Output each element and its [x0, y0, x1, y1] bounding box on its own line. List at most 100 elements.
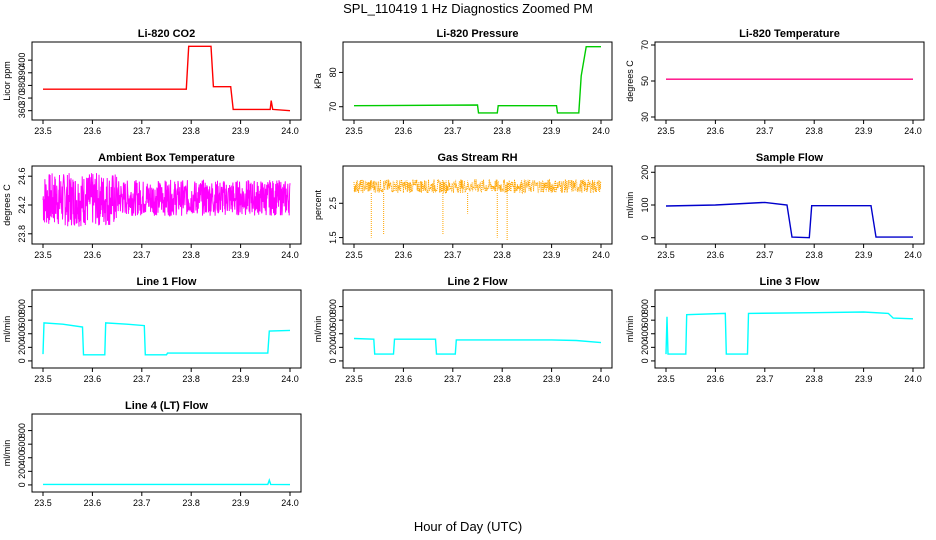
x-tick-label: 23.5: [657, 250, 675, 260]
y-tick-label: 390: [17, 65, 27, 80]
plot-area: [665, 311, 914, 355]
x-tick-label: 23.8: [182, 374, 200, 384]
x-tick-label: 23.7: [756, 126, 774, 136]
y-axis-label: ml/min: [625, 316, 635, 343]
x-tick-label: 23.6: [84, 126, 102, 136]
x-tick-label: 23.9: [543, 126, 561, 136]
y-tick-label: 360: [17, 103, 27, 118]
panel-0: Li-820 CO2 Licor ppm 23.5 23.6 23.7 23.8 23.9 2…: [2, 28, 302, 136]
plot-frame: [654, 41, 925, 121]
panel-title: Line 3 Flow: [760, 276, 820, 288]
x-tick-label: 23.5: [34, 126, 52, 136]
x-tick-label: 23.9: [855, 126, 873, 136]
x-tick-label: 24.0: [904, 374, 922, 384]
y-tick-label: 30: [640, 112, 650, 122]
plot-area: [42, 322, 291, 356]
x-tick-label: 23.7: [133, 498, 151, 508]
x-tick-label: 23.8: [493, 250, 511, 260]
plot-area: [353, 337, 602, 355]
x-tick-label: 23.6: [707, 250, 725, 260]
y-axis-label: kPa: [313, 73, 323, 89]
y-tick-label: 800: [17, 299, 27, 314]
x-tick-label: 23.9: [543, 250, 561, 260]
x-tick-label: 23.9: [543, 374, 561, 384]
x-tick-label: 23.8: [493, 126, 511, 136]
y-tick-label: 200: [640, 340, 650, 355]
x-tick-label: 24.0: [904, 250, 922, 260]
y-axis-label: ml/min: [2, 316, 12, 343]
panel-6: Line 1 Flow ml/min 23.5 23.6 23.7 23.8 23.9 24.…: [2, 276, 302, 384]
x-tick-label: 23.5: [657, 374, 675, 384]
x-tick-label: 24.0: [592, 250, 610, 260]
y-tick-label: 400: [17, 326, 27, 341]
x-tick-label: 23.9: [855, 374, 873, 384]
plot-frame: [31, 41, 302, 121]
x-tick-label: 23.9: [232, 126, 250, 136]
y-tick-label: 70: [328, 102, 338, 112]
panel-title: Li-820 Pressure: [437, 28, 519, 40]
plot-frame: [342, 41, 613, 121]
plot-area: [42, 173, 291, 227]
x-tick-label: 23.8: [182, 126, 200, 136]
x-tick-label: 23.9: [855, 250, 873, 260]
x-tick-label: 23.8: [493, 374, 511, 384]
panel-9: Line 4 (LT) Flow ml/min 23.5 23.6 23.7 23.8 23…: [2, 400, 302, 508]
figure-xlabel: Hour of Day (UTC): [414, 519, 522, 534]
plot-area: [353, 46, 601, 114]
x-tick-label: 23.7: [756, 250, 774, 260]
y-axis-label: ml/min: [313, 316, 323, 343]
x-tick-label: 23.7: [133, 126, 151, 136]
x-tick-label: 24.0: [281, 498, 299, 508]
panel-title: Line 1 Flow: [137, 276, 197, 288]
panel-5: Sample Flow ml/min 23.5 23.6 23.7 23.8 23.9 24.…: [625, 152, 925, 260]
y-tick-label: 0: [640, 358, 650, 363]
y-tick-label: 80: [328, 67, 338, 77]
panel-title: Line 4 (LT) Flow: [125, 400, 208, 412]
y-tick-label: 200: [640, 165, 650, 180]
plot-frame: [31, 289, 302, 369]
panels: Li-820 CO2 Licor ppm 23.5 23.6 23.7 23.8 23.9 2…: [2, 28, 925, 508]
y-tick-label: 200: [17, 464, 27, 479]
x-tick-label: 23.8: [182, 498, 200, 508]
plot-area: [43, 478, 291, 486]
x-tick-label: 24.0: [592, 126, 610, 136]
y-tick-label: 600: [17, 313, 27, 328]
panel-1: Li-820 Pressure kPa 23.5 23.6 23.7 23.8 23.9 24…: [313, 28, 613, 136]
figure-title: SPL_110419 1 Hz Diagnostics Zoomed PM: [343, 1, 593, 16]
series-line: [353, 337, 602, 355]
series-line: [665, 311, 914, 355]
y-tick-label: 380: [17, 78, 27, 93]
panel-3: Ambient Box Temperature degrees C 23.5 23.6…: [2, 152, 302, 260]
plot-area: [43, 45, 291, 112]
panel-4: Gas Stream RH percent 23.5 23.6 23.7 23.8 23.9…: [313, 152, 613, 260]
series-points: [353, 178, 602, 195]
y-tick-label: 0: [17, 482, 27, 487]
x-tick-label: 23.6: [84, 374, 102, 384]
y-tick-label: 200: [328, 340, 338, 355]
x-tick-label: 23.5: [345, 250, 363, 260]
y-tick-label: 24.2: [17, 196, 27, 214]
x-tick-label: 23.8: [182, 250, 200, 260]
series-line: [43, 45, 291, 112]
panel-title: Li-820 CO2: [138, 28, 195, 40]
y-axis-label: degrees C: [625, 60, 635, 102]
y-tick-label: 1.5: [328, 231, 338, 244]
x-tick-label: 23.6: [395, 250, 413, 260]
y-tick-label: 600: [17, 437, 27, 452]
panel-7: Line 2 Flow ml/min 23.5 23.6 23.7 23.8 23.9 24.…: [313, 276, 613, 384]
y-tick-label: 600: [328, 313, 338, 328]
x-tick-label: 23.6: [395, 126, 413, 136]
x-tick-label: 23.6: [84, 250, 102, 260]
y-tick-label: 800: [328, 299, 338, 314]
panel-title: Li-820 Temperature: [739, 28, 840, 40]
x-tick-label: 23.7: [444, 126, 462, 136]
panel-title: Sample Flow: [756, 152, 824, 164]
y-axis-label: ml/min: [2, 440, 12, 467]
x-tick-label: 23.6: [395, 374, 413, 384]
x-tick-label: 23.9: [232, 498, 250, 508]
x-tick-label: 23.9: [232, 374, 250, 384]
y-tick-label: 200: [17, 340, 27, 355]
y-tick-label: 400: [17, 53, 27, 68]
x-tick-label: 23.7: [133, 250, 151, 260]
series-line: [42, 173, 291, 227]
